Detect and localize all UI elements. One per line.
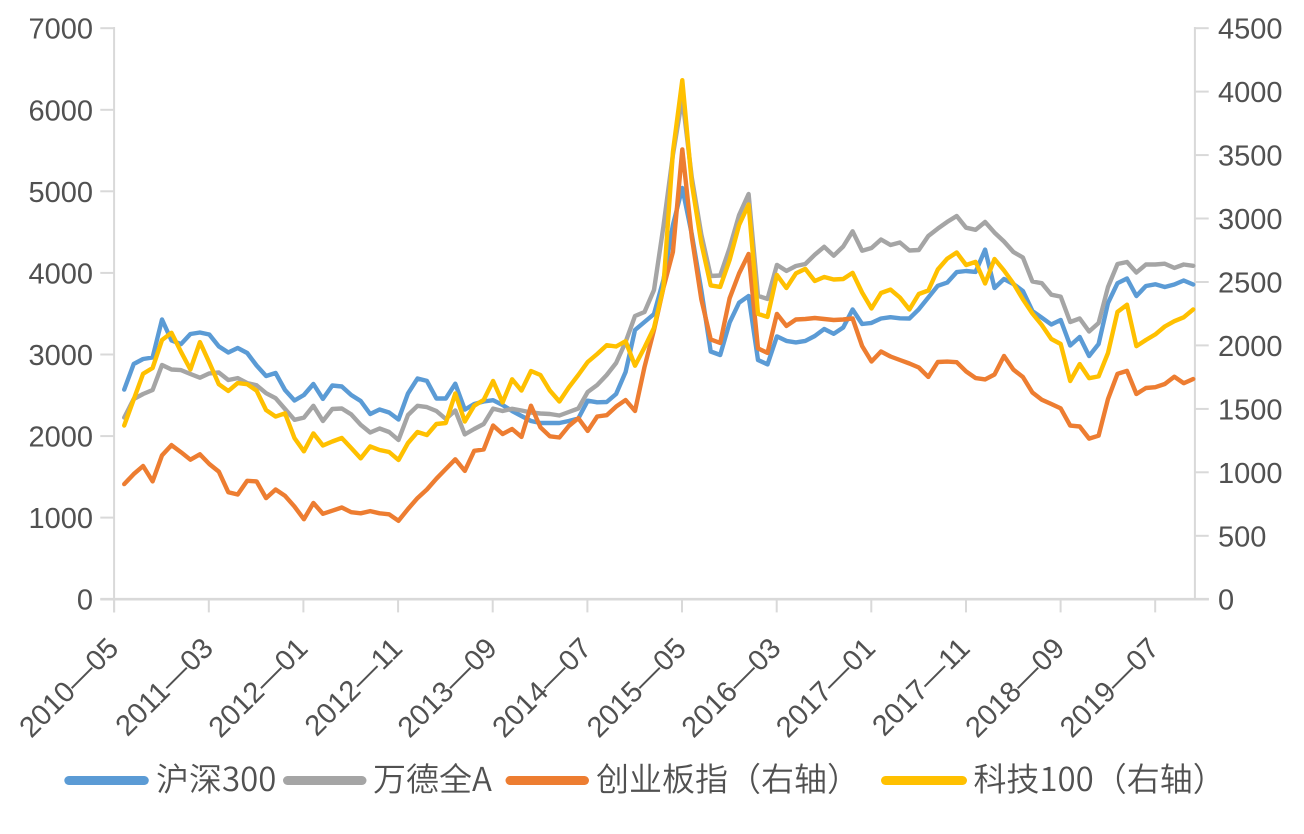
svg-text:2000: 2000 — [28, 422, 93, 454]
svg-text:1500: 1500 — [1218, 394, 1283, 426]
svg-text:5000: 5000 — [28, 177, 93, 209]
svg-text:3000: 3000 — [1218, 204, 1283, 236]
svg-text:6000: 6000 — [28, 95, 93, 127]
svg-text:2500: 2500 — [1218, 268, 1283, 300]
svg-text:3500: 3500 — [1218, 141, 1283, 173]
svg-text:3000: 3000 — [28, 340, 93, 372]
svg-text:4500: 4500 — [1218, 14, 1283, 46]
svg-text:500: 500 — [1218, 521, 1266, 553]
svg-text:2000: 2000 — [1218, 331, 1283, 363]
svg-text:1000: 1000 — [28, 503, 93, 535]
svg-text:1000: 1000 — [1218, 458, 1283, 490]
svg-text:0: 0 — [1218, 585, 1234, 617]
svg-text:7000: 7000 — [28, 14, 93, 46]
svg-text:4000: 4000 — [28, 258, 93, 290]
svg-text:4000: 4000 — [1218, 77, 1283, 109]
svg-text:0: 0 — [77, 585, 93, 617]
